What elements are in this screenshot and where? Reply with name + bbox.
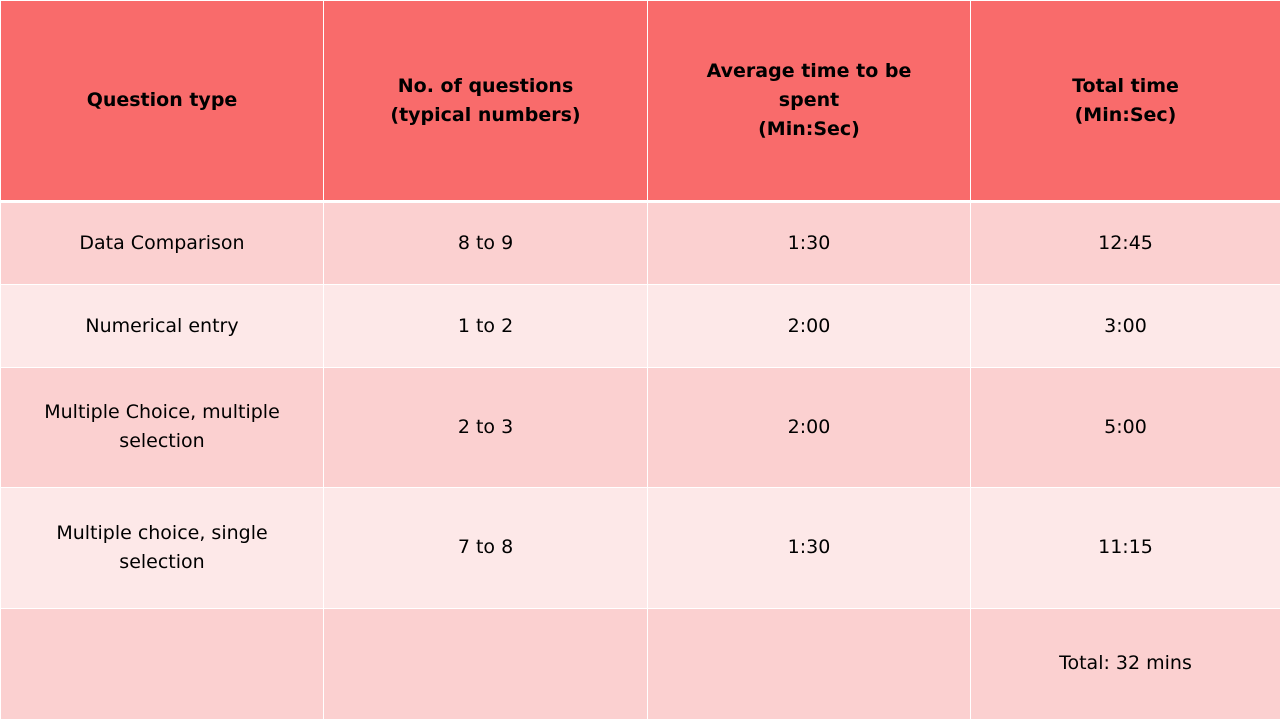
table-cell: 3:00 bbox=[970, 284, 1280, 369]
table-cell: 12:45 bbox=[970, 200, 1280, 286]
table-cell: Numerical entry bbox=[0, 284, 324, 369]
table-cell: 1 to 2 bbox=[323, 284, 648, 369]
header-text: Average time to be spent bbox=[706, 60, 912, 111]
empty-cell bbox=[0, 607, 324, 720]
header-text: No. of questions bbox=[397, 74, 574, 97]
table-cell: 7 to 8 bbox=[323, 486, 648, 609]
empty-cell bbox=[647, 607, 971, 720]
table-cell: 2:00 bbox=[647, 367, 971, 488]
table-cell: 11:15 bbox=[970, 486, 1280, 609]
total-cell: Total: 32 mins bbox=[970, 607, 1280, 720]
table-cell: Data Comparison bbox=[0, 200, 324, 286]
table-row: Data Comparison 8 to 9 1:30 12:45 bbox=[0, 200, 1280, 286]
table-cell: 8 to 9 bbox=[323, 200, 648, 286]
table-row: Numerical entry 1 to 2 2:00 3:00 bbox=[0, 284, 1280, 369]
table-cell: 5:00 bbox=[970, 367, 1280, 488]
table-cell: 2:00 bbox=[647, 284, 971, 369]
table-cell: 1:30 bbox=[647, 486, 971, 609]
table-cell: 1:30 bbox=[647, 200, 971, 286]
empty-cell bbox=[323, 607, 648, 720]
header-cell: No. of questions (typical numbers) bbox=[323, 0, 648, 203]
header-cell: Total time (Min:Sec) bbox=[970, 0, 1280, 203]
total-row: Total: 32 mins bbox=[0, 607, 1280, 720]
header-text: (Min:Sec) bbox=[758, 118, 860, 140]
table-row: Multiple Choice, multiple selection 2 to … bbox=[0, 367, 1280, 488]
header-cell: Average time to be spent (Min:Sec) bbox=[647, 0, 971, 203]
header-text: Total time bbox=[1072, 74, 1179, 97]
table-cell: Multiple choice, single selection bbox=[0, 486, 324, 609]
header-text: (Min:Sec) bbox=[1074, 103, 1177, 126]
header-row: Question type No. of questions (typical nu… bbox=[0, 0, 1280, 203]
header-text: Question type bbox=[86, 89, 238, 111]
header-cell: Question type bbox=[0, 0, 324, 203]
header-text: (typical numbers) bbox=[390, 103, 581, 126]
table-cell: 2 to 3 bbox=[323, 367, 648, 488]
table-cell: Multiple Choice, multiple selection bbox=[0, 367, 324, 488]
